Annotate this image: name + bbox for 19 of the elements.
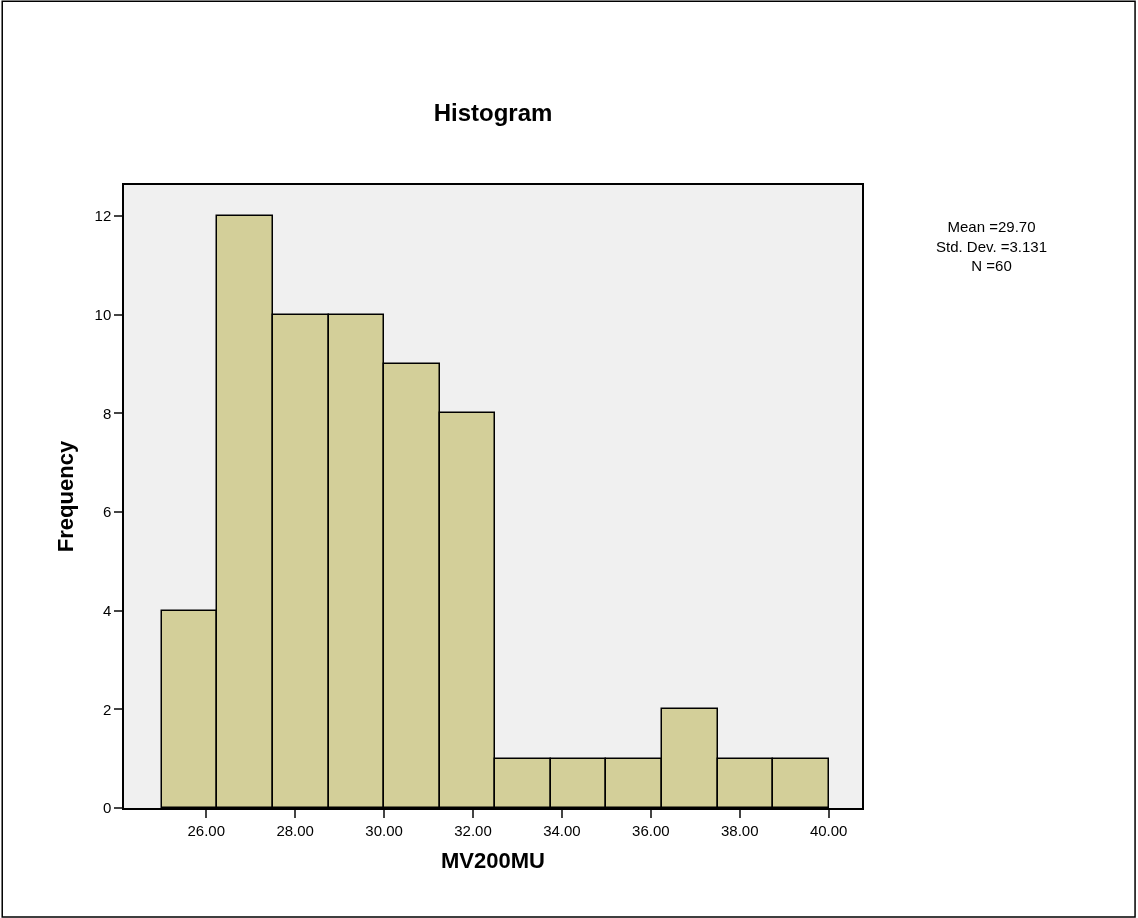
y-tick-label: 12 (94, 207, 112, 225)
y-tick-label: 6 (102, 503, 112, 521)
x-tick-label: 28.00 (276, 821, 314, 839)
y-tick-label: 8 (102, 404, 112, 422)
chart-title: Histogram (433, 99, 553, 127)
text: Mean =29.70 Std. Dev. =3.131 N =60 (936, 218, 1048, 274)
x-tick-label: 26.00 (187, 821, 226, 839)
y-tick-label: 4 (102, 601, 112, 619)
y-axis-title: Frequency (52, 440, 78, 553)
x-tick-label: 38.00 (720, 821, 759, 839)
x-tick-label: 32.00 (454, 821, 492, 839)
x-axis-title: MV200MU (441, 848, 545, 874)
x-tick-label: 30.00 (365, 821, 403, 839)
x-tick-label: 40.00 (809, 821, 848, 839)
x-tick-label: 36.00 (632, 821, 670, 839)
y-tick-label: 10 (94, 305, 112, 323)
y-tick-label: 0 (102, 799, 112, 817)
y-tick-label: 2 (102, 700, 112, 718)
x-tick-label: 34.00 (543, 821, 581, 839)
